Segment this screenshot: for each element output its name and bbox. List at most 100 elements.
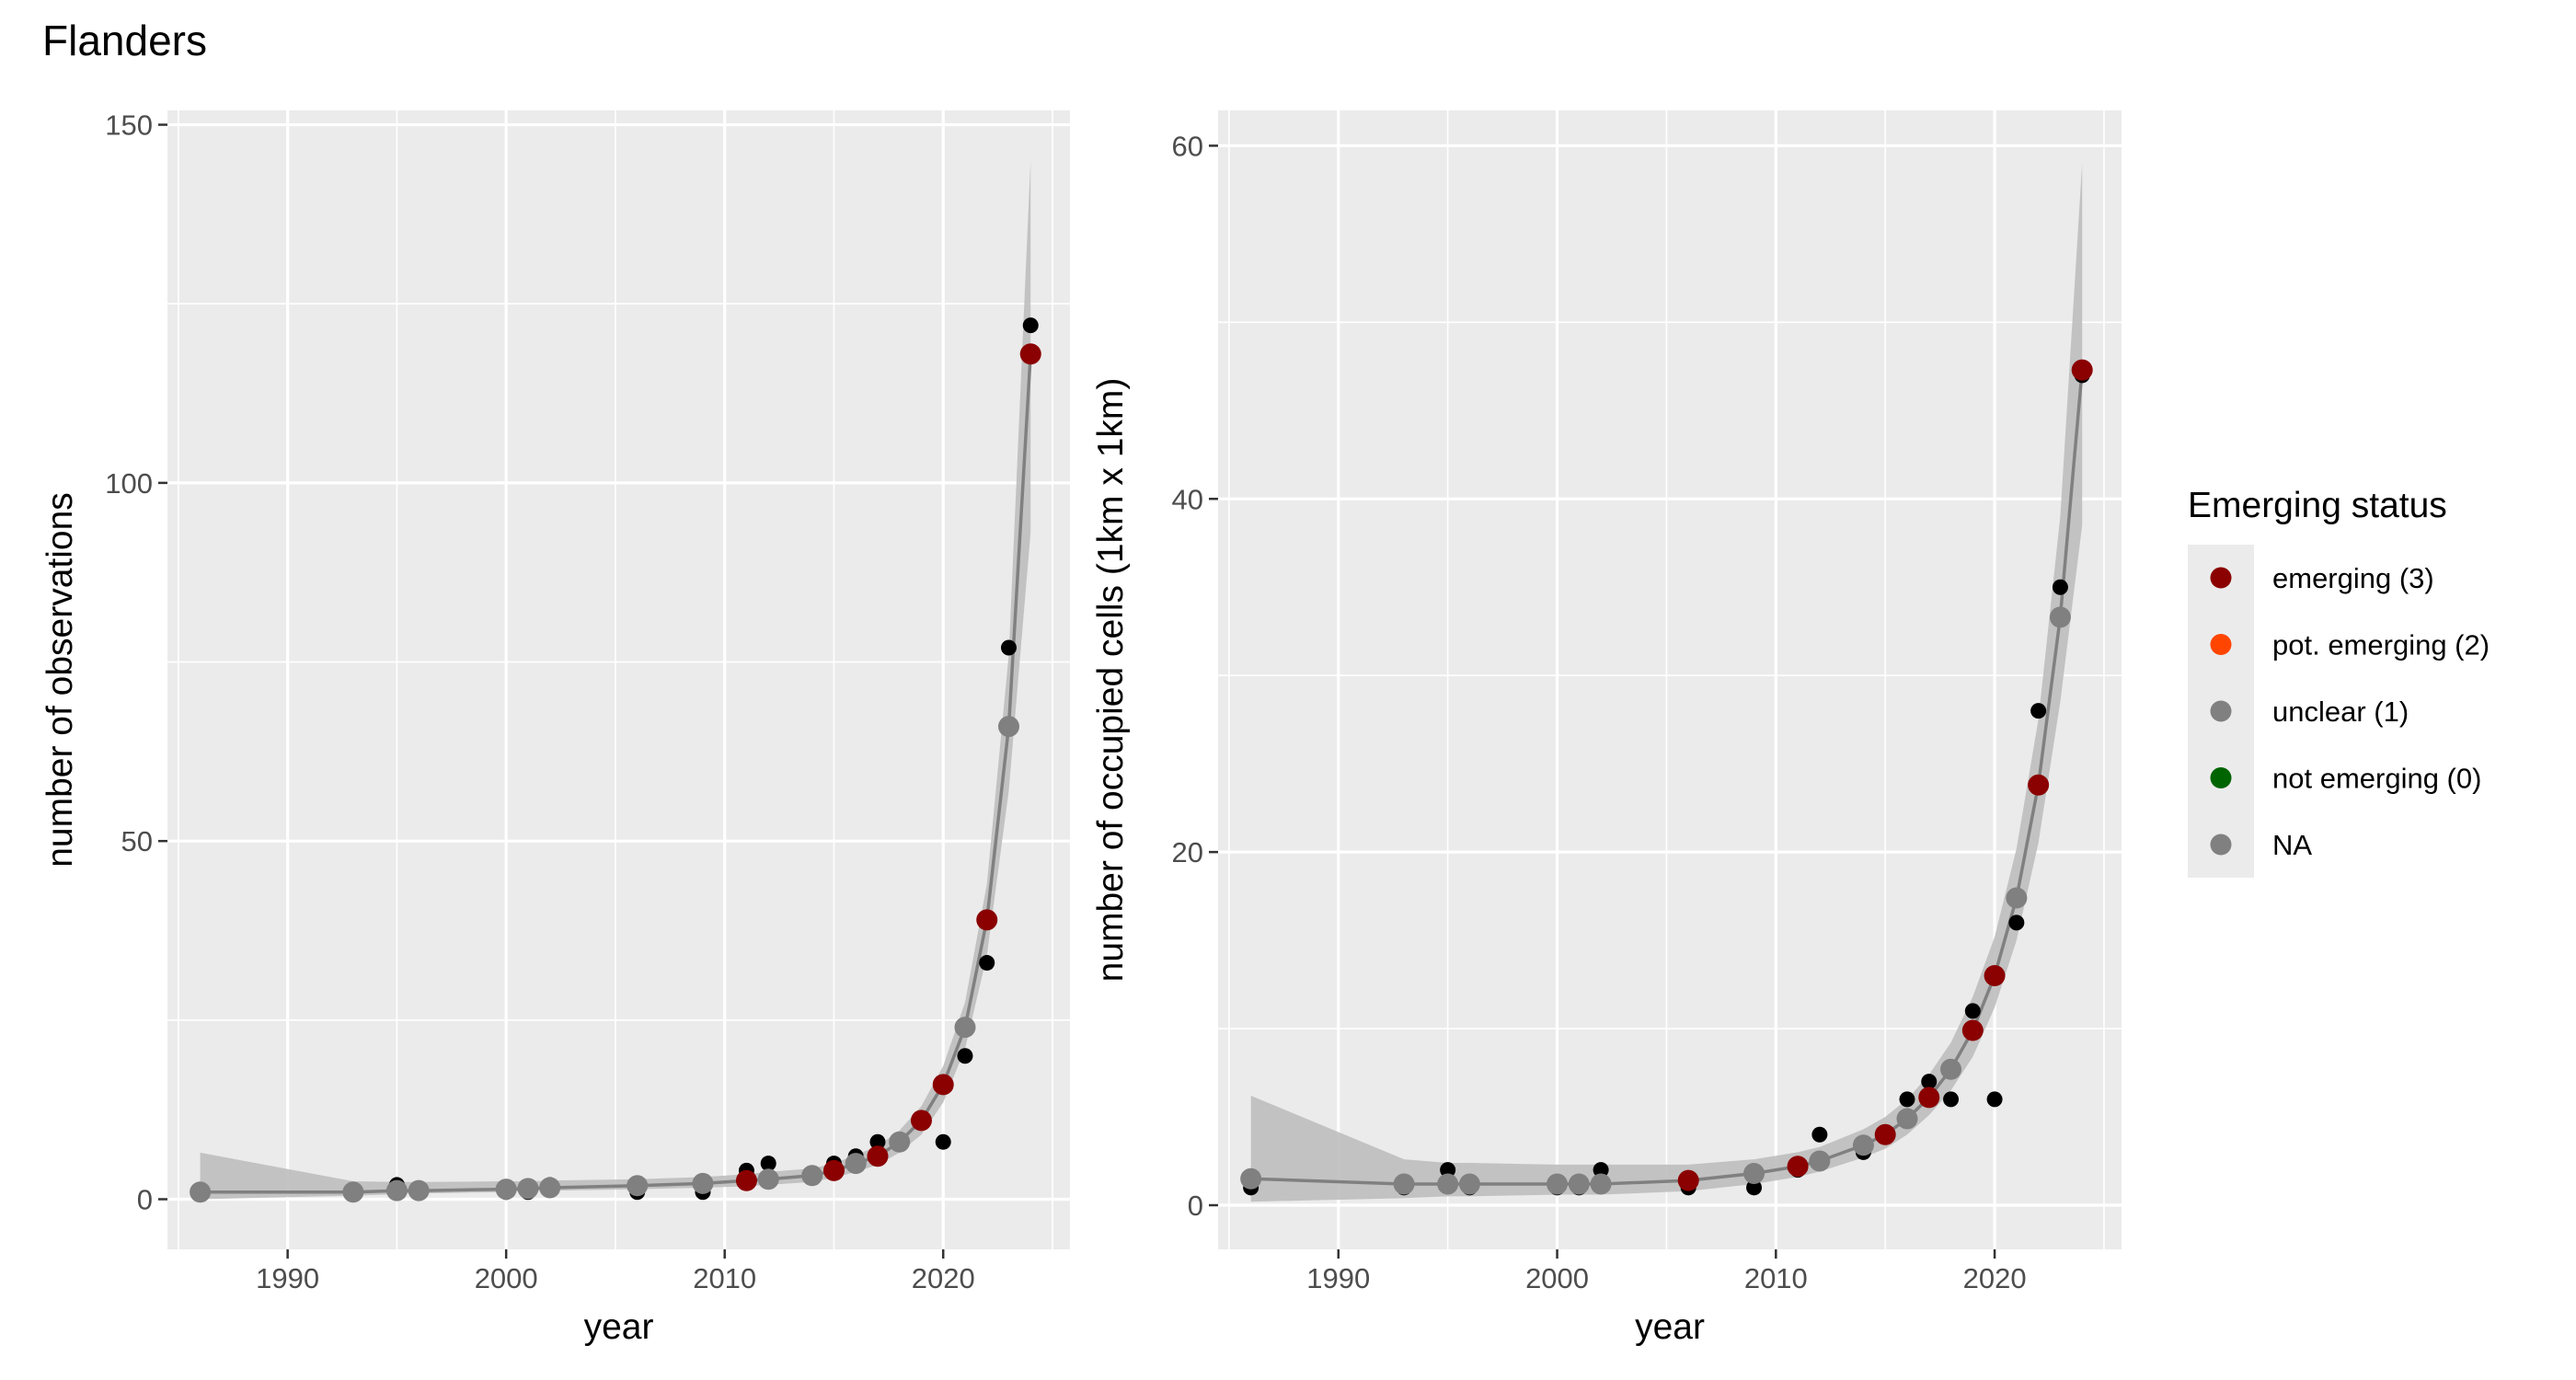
occ-trend-point-emerging <box>1961 1019 1984 1041</box>
occupancy-panel: 1990 2000 2010 2020 0 20 40 60 year number of occ… <box>1091 110 2122 1347</box>
occ-trend-point-emerging <box>1918 1087 1940 1109</box>
occ-observed-point <box>1593 1162 1609 1179</box>
obs-trend-point-emerging <box>822 1159 845 1181</box>
occ-trend-point-emerging <box>2071 359 2093 381</box>
obs-x-tick-label: 2000 <box>475 1262 538 1294</box>
obs-trend-point-unclear <box>845 1153 867 1175</box>
observations-panel: 1990 2000 2010 2020 0 50 100 150 year number of o… <box>40 109 1070 1347</box>
obs-trend-point-emerging <box>910 1110 932 1132</box>
obs-observed-point <box>869 1133 886 1150</box>
occ-observed-point <box>1746 1179 1763 1196</box>
occ-observed-point <box>1943 1091 1960 1108</box>
legend-label-1: pot. emerging (2) <box>2272 629 2490 661</box>
occ-trend-line <box>1250 369 2084 1186</box>
obs-trend-point-unclear <box>190 1181 212 1203</box>
obs-trend-point-unclear <box>495 1179 517 1201</box>
legend-key-4 <box>2210 834 2232 856</box>
occ-observed-point <box>2008 914 2025 931</box>
occ-trend-point-unclear <box>1590 1173 1612 1195</box>
occ-y-tick-label: 60 <box>1172 130 1203 162</box>
obs-trend-point-emerging <box>1019 343 1041 365</box>
occ-x-tick-label: 2010 <box>1744 1262 1808 1294</box>
legend: Emerging status emerging (3) pot. emergin… <box>2188 486 2490 878</box>
occ-trend-point-unclear <box>1437 1173 1459 1195</box>
obs-y-tick-label: 100 <box>105 467 153 500</box>
obs-trend-point-emerging <box>735 1169 757 1191</box>
obs-trend-point-unclear <box>997 716 1019 738</box>
occ-trend-point-unclear <box>1940 1058 1962 1080</box>
legend-key-3 <box>2210 767 2232 788</box>
obs-observed-point <box>935 1133 951 1150</box>
occ-x-axis-title: year <box>1635 1307 1705 1347</box>
obs-observed-point <box>1022 317 1039 334</box>
obs-trend-point-unclear <box>889 1131 911 1153</box>
occ-observed-point <box>1921 1074 1938 1090</box>
obs-trend-point-unclear <box>801 1165 823 1187</box>
obs-trend-point-emerging <box>976 909 998 931</box>
occ-trend-point-unclear <box>1547 1173 1569 1195</box>
occ-trend-point-unclear <box>1743 1162 1765 1184</box>
occ-y-tick-label: 0 <box>1188 1190 1203 1222</box>
occ-observed-point <box>1899 1091 1915 1108</box>
occ-trend-point-emerging <box>1874 1123 1896 1145</box>
occ-y-tick-label: 20 <box>1172 836 1203 868</box>
obs-trend-point-emerging <box>932 1074 954 1096</box>
legend-label-3: not emerging (0) <box>2272 763 2481 795</box>
occ-y-axis-title: number of occupied cells (1km x 1km) <box>1091 378 1131 983</box>
occ-plot-background <box>1218 110 2122 1249</box>
obs-trend-point-unclear <box>408 1179 430 1202</box>
obs-trend-point-unclear <box>517 1178 539 1200</box>
obs-x-tick-label: 2020 <box>912 1262 975 1294</box>
legend-title: Emerging status <box>2188 486 2447 525</box>
occ-observed-point <box>2030 703 2047 719</box>
occ-x-tick-label: 2000 <box>1525 1262 1589 1294</box>
obs-plot-background <box>167 110 1070 1249</box>
occ-trend-point-emerging <box>1984 964 2006 986</box>
obs-trend-point-unclear <box>342 1181 364 1203</box>
obs-y-axis-title: number of observations <box>40 492 80 868</box>
occ-observed-point <box>1986 1091 2003 1108</box>
occ-trend-point-unclear <box>1393 1173 1415 1195</box>
occ-observed-point <box>1440 1162 1456 1179</box>
occ-trend-point-emerging <box>2028 774 2050 796</box>
legend-key-1 <box>2210 634 2232 655</box>
obs-observed-point <box>979 955 995 972</box>
occ-observed-point <box>2052 579 2068 595</box>
occ-x-tick-label: 1990 <box>1306 1262 1370 1294</box>
occ-trend-point-unclear <box>1458 1173 1480 1195</box>
occ-trend-point-unclear <box>1240 1167 1262 1190</box>
obs-x-axis-title: year <box>584 1307 654 1347</box>
occ-trend-point-emerging <box>1677 1169 1699 1191</box>
obs-trend-point-emerging <box>867 1145 889 1167</box>
obs-observed-point <box>957 1048 973 1064</box>
obs-trend-point-unclear <box>757 1168 779 1190</box>
occ-trend-point-emerging <box>1787 1156 1809 1178</box>
obs-trend-point-unclear <box>954 1017 976 1039</box>
obs-observed-point <box>760 1156 776 1172</box>
obs-trend-point-unclear <box>627 1175 649 1197</box>
obs-y-tick-label: 0 <box>137 1183 153 1215</box>
figure-title: Flanders <box>42 17 207 64</box>
legend-label-2: unclear (1) <box>2272 696 2409 728</box>
legend-label-0: emerging (3) <box>2272 562 2434 594</box>
occ-trend-point-unclear <box>1852 1134 1874 1156</box>
legend-key-2 <box>2210 700 2232 722</box>
occ-x-tick-label: 2020 <box>1963 1262 2027 1294</box>
occ-trend-point-unclear <box>1568 1173 1590 1195</box>
occ-trend-point-unclear <box>2006 887 2028 909</box>
occ-trend-point-unclear <box>2049 606 2071 628</box>
occ-trend-point-unclear <box>1896 1108 1918 1130</box>
obs-trend-point-unclear <box>539 1177 561 1199</box>
obs-observed-point <box>1000 639 1017 656</box>
legend-label-4: NA <box>2272 829 2312 861</box>
obs-x-tick-label: 1990 <box>256 1262 319 1294</box>
occ-observed-point <box>1964 1003 1981 1019</box>
obs-y-tick-label: 50 <box>121 825 153 857</box>
obs-trend-point-unclear <box>385 1179 408 1202</box>
obs-trend-point-unclear <box>692 1172 714 1194</box>
obs-x-tick-label: 2010 <box>693 1262 756 1294</box>
occ-trend-point-unclear <box>1809 1150 1831 1172</box>
occ-y-tick-label: 40 <box>1172 483 1203 515</box>
legend-key-0 <box>2210 567 2232 589</box>
